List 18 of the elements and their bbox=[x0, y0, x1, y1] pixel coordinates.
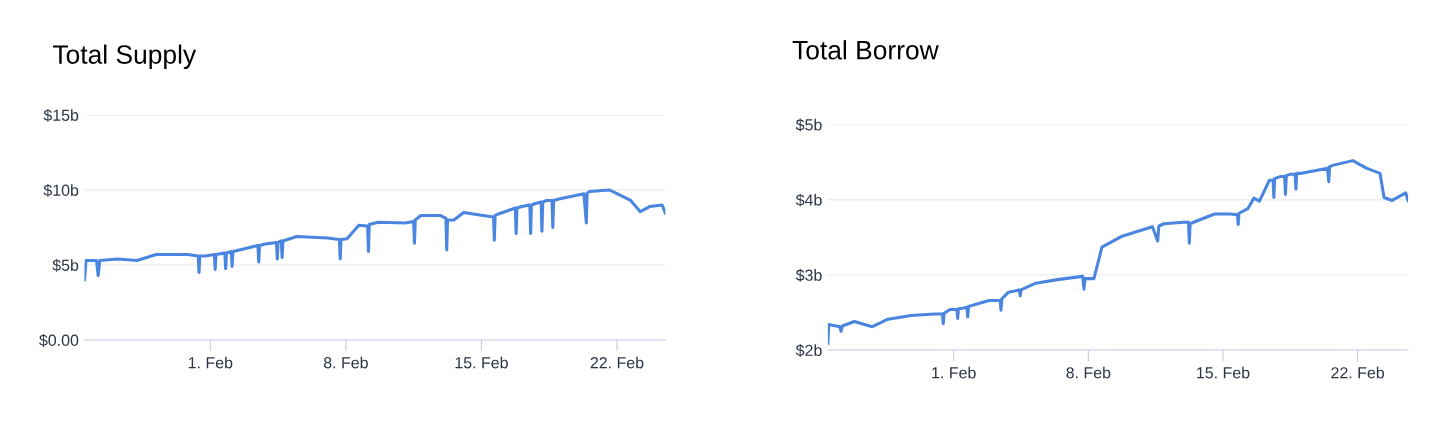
chart-title: Total Supply bbox=[53, 44, 197, 70]
x-tick-label: 15. Feb bbox=[1197, 366, 1250, 379]
x-tick-label: 1. Feb bbox=[932, 366, 976, 379]
x-tick-label: 8. Feb bbox=[1066, 366, 1111, 379]
x-tick-label: 8. Feb bbox=[323, 356, 368, 369]
x-tick-label: 1. Feb bbox=[188, 356, 233, 369]
y-tick-label: $5b bbox=[795, 118, 822, 132]
x-tick-label: 22. Feb bbox=[1331, 366, 1385, 379]
y-tick-label: $2b bbox=[795, 344, 822, 357]
y-tick-label: $0.00 bbox=[39, 333, 79, 347]
y-tick-label: $4b bbox=[795, 193, 822, 207]
y-tick-label: $15b bbox=[43, 108, 79, 122]
y-tick-label: $3b bbox=[795, 268, 822, 282]
x-tick-label: 15. Feb bbox=[455, 356, 508, 369]
chart-title: Total Borrow bbox=[792, 40, 939, 60]
x-tick-label: 22. Feb bbox=[590, 356, 644, 369]
y-tick-label: $10b bbox=[43, 183, 79, 197]
y-tick-label: $5b bbox=[52, 258, 79, 272]
